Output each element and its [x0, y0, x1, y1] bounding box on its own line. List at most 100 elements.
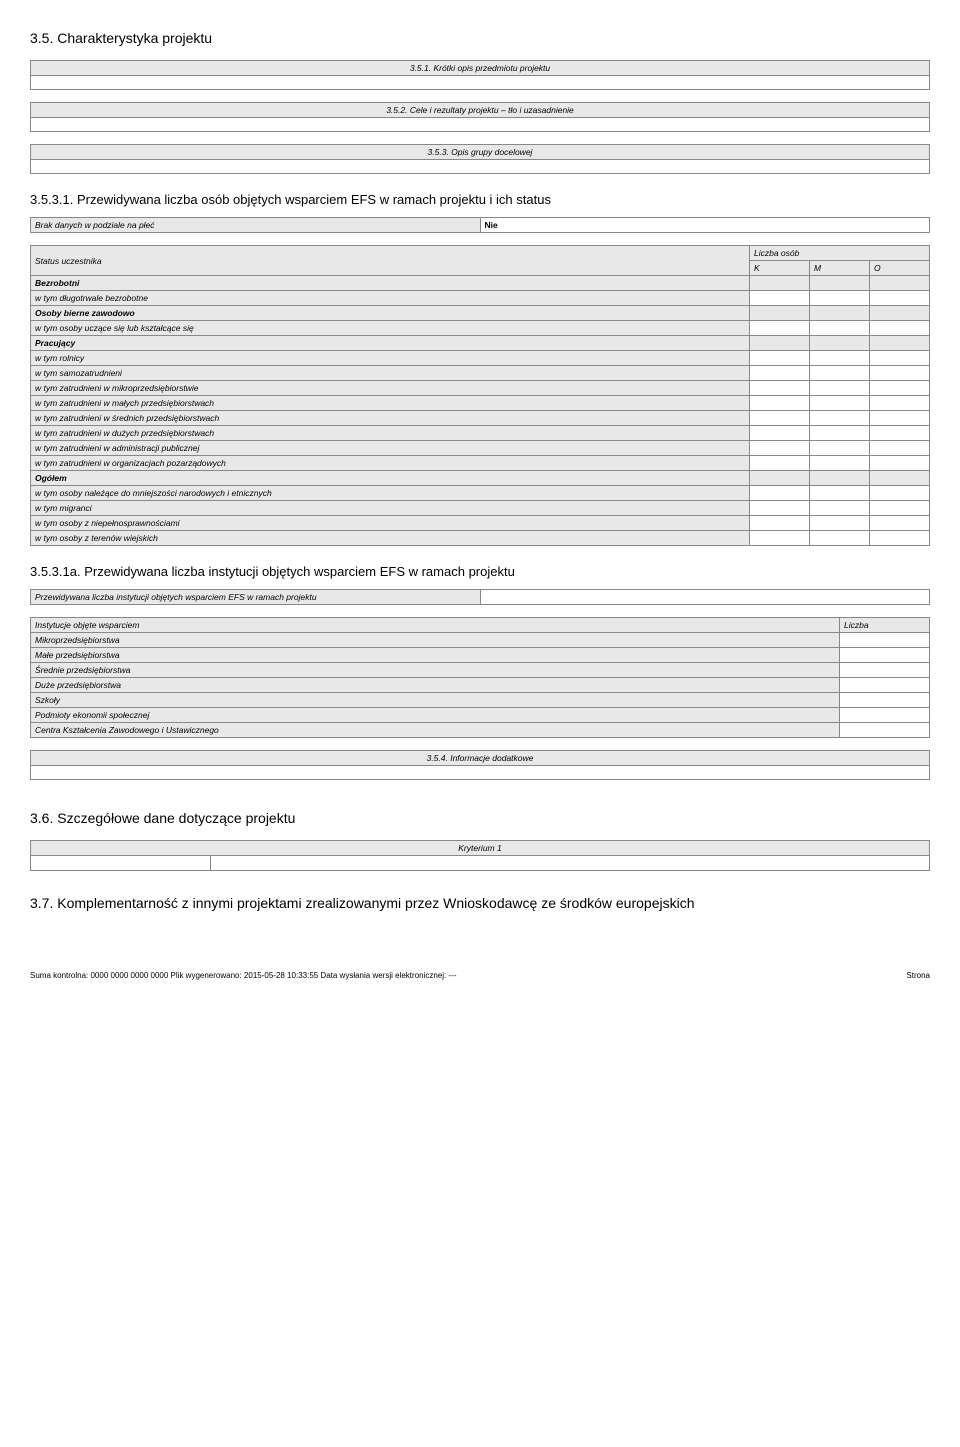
inst-szkoly: Szkoły: [31, 693, 840, 708]
cell: [810, 501, 870, 516]
cell: [870, 486, 930, 501]
cell: [870, 456, 930, 471]
row-migranci: w tym migranci: [31, 501, 750, 516]
cell: [870, 351, 930, 366]
cell: [810, 381, 870, 396]
cell: [810, 516, 870, 531]
cell: [810, 426, 870, 441]
cell: [750, 411, 810, 426]
cell: [870, 321, 930, 336]
cell: [810, 291, 870, 306]
cell: [810, 441, 870, 456]
row-mikro: w tym zatrudnieni w mikroprzedsiębiorstw…: [31, 381, 750, 396]
box-352-header: 3.5.2. Cele i rezultaty projektu – tło i…: [31, 103, 930, 118]
box-352: 3.5.2. Cele i rezultaty projektu – tło i…: [30, 102, 930, 132]
col-o: O: [870, 261, 930, 276]
cell: [750, 531, 810, 546]
row-bierne: Osoby bierne zawodowo: [31, 306, 750, 321]
cell: [810, 321, 870, 336]
cell: [750, 321, 810, 336]
cell: [810, 531, 870, 546]
kryt-cell-2: [211, 856, 929, 870]
cell: [840, 678, 930, 693]
inst-header: Instytucje objęte wsparciem: [31, 618, 840, 633]
inst-srednie: Średnie przedsiębiorstwa: [31, 663, 840, 678]
cell: [750, 456, 810, 471]
row-admin: w tym zatrudnieni w administracji public…: [31, 441, 750, 456]
inst-podmioty: Podmioty ekonomii społecznej: [31, 708, 840, 723]
row-samozatrudnieni: w tym samozatrudnieni: [31, 366, 750, 381]
cell: [840, 708, 930, 723]
cell: [750, 486, 810, 501]
row-srednie: w tym zatrudnieni w średnich przedsiębio…: [31, 411, 750, 426]
box-351-header: 3.5.1. Krótki opis przedmiotu projektu: [31, 61, 930, 76]
section-36-title: 3.6. Szczegółowe dane dotyczące projektu: [30, 810, 930, 826]
inst-male: Małe przedsiębiorstwa: [31, 648, 840, 663]
cell: [750, 276, 810, 291]
cell: [840, 693, 930, 708]
footer-left: Suma kontrolna: 0000 0000 0000 0000 Plik…: [30, 971, 456, 980]
inst-centra: Centra Kształcenia Zawodowego i Ustawicz…: [31, 723, 840, 738]
cell: [810, 366, 870, 381]
cell: [810, 486, 870, 501]
box-354: 3.5.4. Informacje dodatkowe: [30, 750, 930, 780]
col-k: K: [750, 261, 810, 276]
box-351: 3.5.1. Krótki opis przedmiotu projektu: [30, 60, 930, 90]
row-wiejskich: w tym osoby z terenów wiejskich: [31, 531, 750, 546]
row-mniejszosci: w tym osoby należące do mniejszości naro…: [31, 486, 750, 501]
cell: [870, 426, 930, 441]
cell: [750, 366, 810, 381]
cell: [750, 396, 810, 411]
cell: [810, 351, 870, 366]
brak-value: Nie: [480, 218, 930, 233]
cell: [840, 723, 930, 738]
cell: [810, 411, 870, 426]
cell: [750, 336, 810, 351]
row-pracujacy: Pracujący: [31, 336, 750, 351]
cell: [750, 381, 810, 396]
brak-table: Brak danych w podziale na płeć Nie: [30, 217, 930, 233]
col-m: M: [810, 261, 870, 276]
cell: [810, 396, 870, 411]
row-ogolem: Ogółem: [31, 471, 750, 486]
cell: [810, 336, 870, 351]
przewidywana-value: [480, 590, 930, 605]
row-uczace: w tym osoby uczące się lub kształcące si…: [31, 321, 750, 336]
box-353-value: [31, 160, 930, 174]
row-rolnicy: w tym rolnicy: [31, 351, 750, 366]
box-351-value: [31, 76, 930, 90]
box-354-value: [31, 766, 930, 780]
cell: [750, 471, 810, 486]
cell: [870, 501, 930, 516]
cell: [750, 306, 810, 321]
cell: [870, 306, 930, 321]
section-35-title: 3.5. Charakterystyka projektu: [30, 30, 930, 46]
status-header: Status uczestnika: [31, 246, 750, 276]
cell: [870, 381, 930, 396]
cell: [750, 501, 810, 516]
cell: [750, 351, 810, 366]
cell: [810, 306, 870, 321]
box-352-value: [31, 118, 930, 132]
row-niepelnospr: w tym osoby z niepełnosprawnościami: [31, 516, 750, 531]
cell: [870, 396, 930, 411]
kryterium-table: Kryterium 1: [30, 840, 930, 871]
cell: [810, 456, 870, 471]
page-footer: Suma kontrolna: 0000 0000 0000 0000 Plik…: [30, 971, 930, 980]
cell: [870, 276, 930, 291]
section-3531-title: 3.5.3.1. Przewidywana liczba osób objęty…: [30, 192, 930, 207]
cell: [870, 366, 930, 381]
cell: [750, 516, 810, 531]
box-353: 3.5.3. Opis grupy docelowej: [30, 144, 930, 174]
row-duze: w tym zatrudnieni w dużych przedsiębiors…: [31, 426, 750, 441]
cell: [870, 336, 930, 351]
cell: [870, 516, 930, 531]
cell: [810, 276, 870, 291]
cell: [870, 471, 930, 486]
cell: [750, 441, 810, 456]
cell: [750, 291, 810, 306]
box-353-header: 3.5.3. Opis grupy docelowej: [31, 145, 930, 160]
przewidywana-label: Przewidywana liczba instytucji objętych …: [31, 590, 481, 605]
status-table: Status uczestnika Liczba osób K M O Bezr…: [30, 245, 930, 546]
cell: [750, 426, 810, 441]
